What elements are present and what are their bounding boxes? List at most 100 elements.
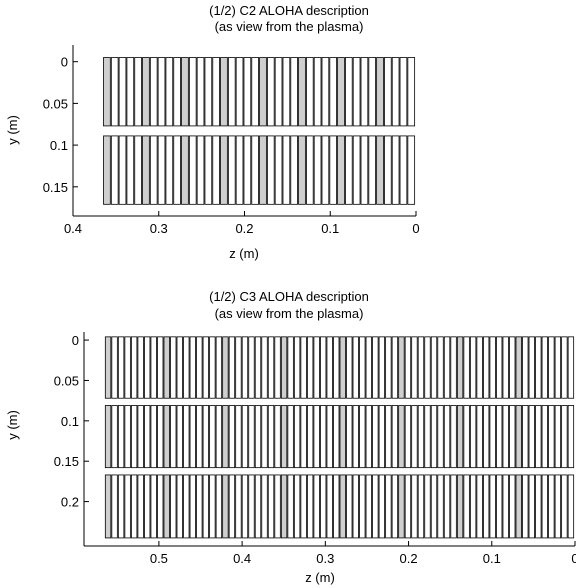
active-waveguide xyxy=(228,336,236,399)
passive-waveguide xyxy=(104,336,112,399)
active-waveguide xyxy=(502,474,509,539)
active-waveguide xyxy=(274,336,281,399)
active-waveguide xyxy=(404,405,412,469)
c2-subtitle: (as view from the plasma) xyxy=(215,19,364,34)
active-waveguide xyxy=(251,135,259,205)
active-waveguide xyxy=(196,405,203,469)
active-waveguide xyxy=(384,135,392,205)
active-waveguide xyxy=(165,135,174,205)
active-waveguide xyxy=(385,336,392,399)
c2-panel: (1/2) C2 ALOHA description (as view from… xyxy=(5,3,420,261)
passive-waveguide xyxy=(398,474,405,539)
active-waveguide xyxy=(372,474,379,539)
active-waveguide xyxy=(235,336,242,399)
active-waveguide xyxy=(293,405,301,469)
active-waveguide xyxy=(535,474,542,539)
active-waveguide xyxy=(430,474,438,539)
passive-waveguide xyxy=(337,135,345,205)
active-waveguide xyxy=(173,57,181,127)
passive-waveguide xyxy=(398,336,405,399)
active-waveguide xyxy=(329,57,338,127)
active-waveguide xyxy=(243,135,252,205)
active-waveguide xyxy=(476,405,483,469)
active-waveguide xyxy=(274,405,281,469)
active-waveguide xyxy=(157,474,164,539)
active-waveguide xyxy=(235,474,242,539)
active-waveguide xyxy=(254,336,262,399)
active-waveguide xyxy=(482,405,490,469)
active-waveguide xyxy=(535,336,542,399)
active-waveguide xyxy=(176,405,183,469)
passive-waveguide xyxy=(515,336,522,399)
active-waveguide xyxy=(196,57,205,127)
active-waveguide xyxy=(293,336,301,399)
active-waveguide xyxy=(251,57,259,127)
active-waveguide xyxy=(437,405,444,469)
passive-waveguide xyxy=(181,135,189,205)
active-waveguide xyxy=(502,405,509,469)
active-waveguide xyxy=(202,405,210,469)
active-waveguide xyxy=(372,405,379,469)
active-waveguide xyxy=(248,336,255,399)
active-waveguide xyxy=(528,336,535,399)
passive-waveguide xyxy=(163,336,170,399)
active-waveguide xyxy=(352,474,359,539)
y-tick-label: 0 xyxy=(61,55,68,70)
passive-waveguide xyxy=(376,57,384,127)
active-waveguide xyxy=(110,135,119,205)
active-waveguide xyxy=(469,474,477,539)
active-waveguide xyxy=(345,135,353,205)
active-waveguide xyxy=(411,405,418,469)
active-waveguide xyxy=(287,336,294,399)
passive-waveguide xyxy=(339,336,346,399)
active-waveguide xyxy=(352,336,359,399)
active-waveguide xyxy=(567,405,575,469)
active-waveguide xyxy=(157,405,164,469)
active-waveguide xyxy=(209,336,216,399)
passive-waveguide xyxy=(103,135,111,205)
passive-waveguide xyxy=(104,474,112,539)
passive-waveguide xyxy=(222,405,229,469)
active-waveguide xyxy=(196,474,203,539)
active-waveguide xyxy=(346,474,353,539)
active-waveguide xyxy=(290,57,298,127)
c2-waveguides xyxy=(103,57,416,205)
active-waveguide xyxy=(176,474,183,539)
active-waveguide xyxy=(496,336,503,399)
active-waveguide xyxy=(554,405,562,469)
active-waveguide xyxy=(509,474,516,539)
active-waveguide xyxy=(321,57,330,127)
active-waveguide xyxy=(345,57,353,127)
active-waveguide xyxy=(463,336,470,399)
c3-x-label: z (m) xyxy=(305,570,335,585)
active-waveguide xyxy=(165,57,174,127)
active-waveguide xyxy=(300,405,307,469)
active-waveguide xyxy=(126,57,135,127)
active-waveguide xyxy=(359,474,366,539)
active-waveguide xyxy=(329,135,338,205)
active-waveguide xyxy=(306,474,314,539)
active-waveguide xyxy=(360,135,369,205)
active-waveguide xyxy=(241,474,249,539)
active-waveguide xyxy=(352,135,361,205)
x-tick-label: 0.2 xyxy=(400,551,418,566)
active-waveguide xyxy=(157,135,166,205)
active-waveguide xyxy=(254,474,262,539)
passive-waveguide xyxy=(456,336,464,399)
active-waveguide xyxy=(144,474,151,539)
active-waveguide xyxy=(430,405,438,469)
active-waveguide xyxy=(321,135,330,205)
active-waveguide xyxy=(183,336,190,399)
active-waveguide xyxy=(150,405,157,469)
y-tick-label: 0.15 xyxy=(54,454,79,469)
active-waveguide xyxy=(326,474,333,539)
passive-waveguide xyxy=(280,336,288,399)
active-waveguide xyxy=(378,336,386,399)
active-waveguide xyxy=(228,474,236,539)
active-waveguide xyxy=(476,336,483,399)
active-waveguide xyxy=(183,474,190,539)
c3-subtitle: (as view from the plasma) xyxy=(215,306,364,321)
active-waveguide xyxy=(509,336,516,399)
active-waveguide xyxy=(134,135,142,205)
y-tick-label: 0.05 xyxy=(43,96,68,111)
